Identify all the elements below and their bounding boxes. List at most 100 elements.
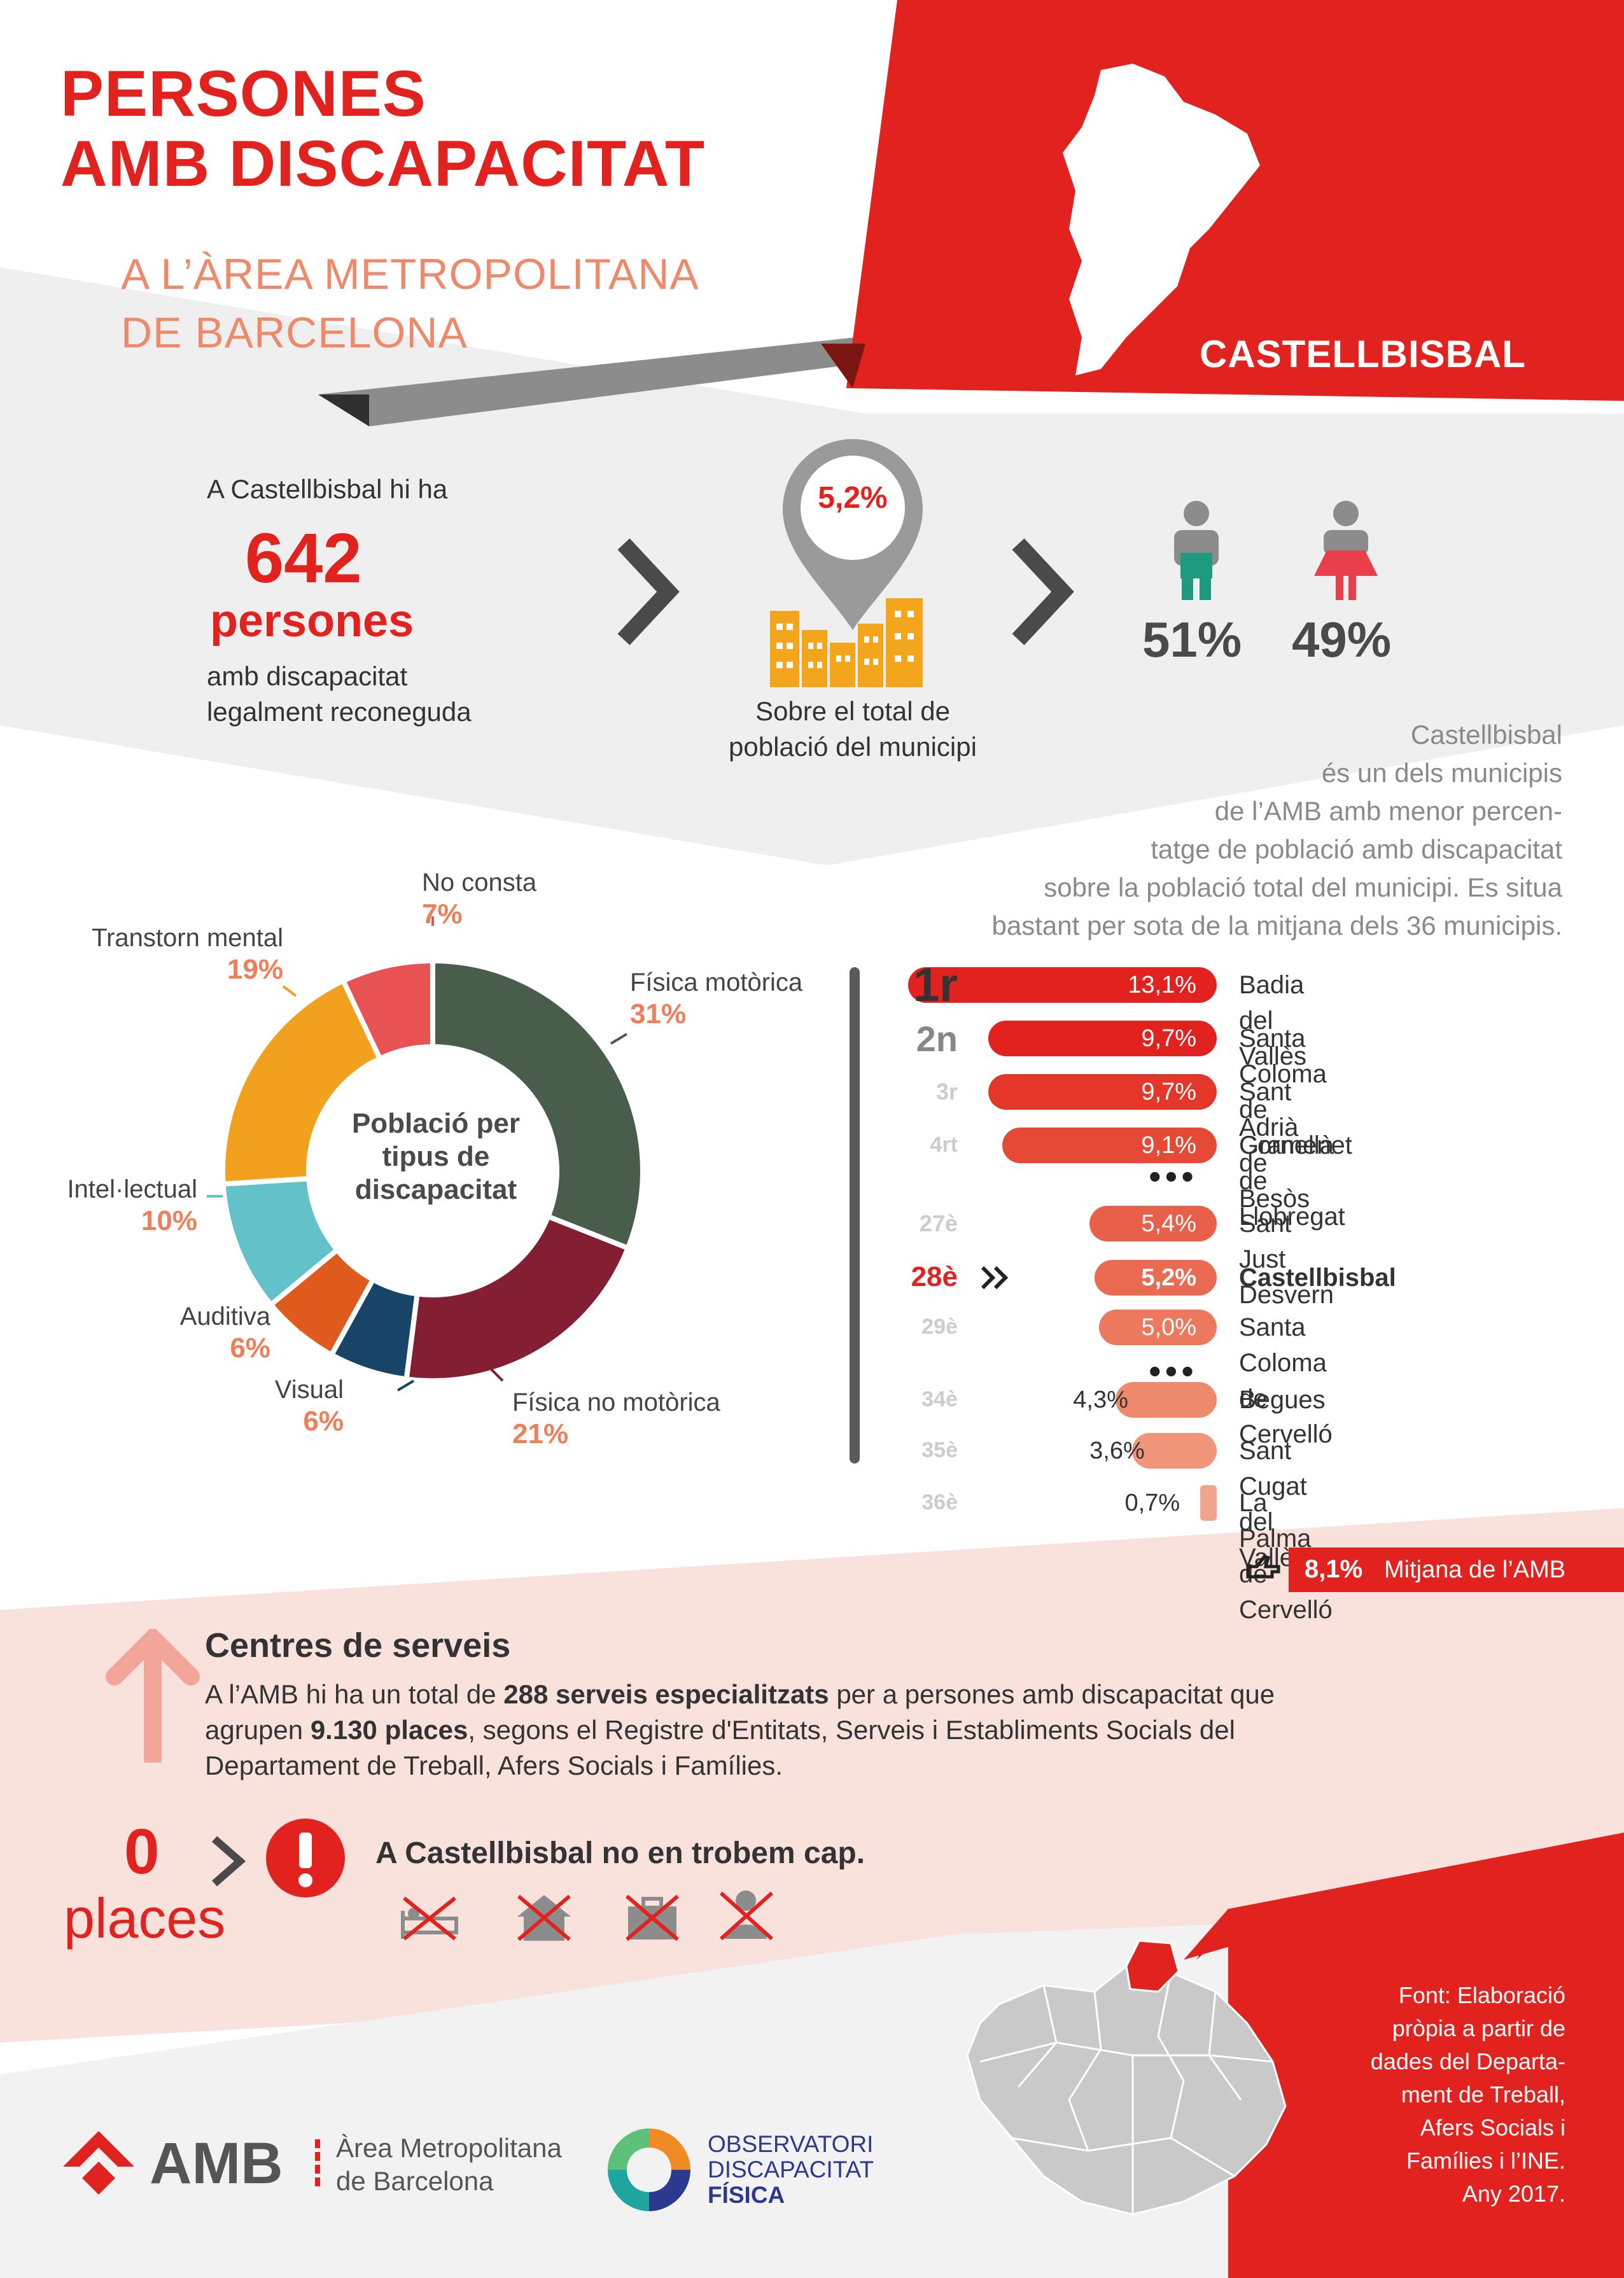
thumb-pointing-icon	[1246, 1555, 1280, 1579]
description: Castellbisbal és un dels municipis de l’…	[827, 716, 1563, 945]
municipality-name: CASTELLBISBAL	[1200, 333, 1526, 375]
ranking-bar	[1094, 1260, 1217, 1296]
subtitle: A L’ÀREA METROPOLITANA DE BARCELONA	[121, 245, 699, 362]
average-label: Mitjana de l’AMB	[1384, 1556, 1566, 1583]
donut-label-value: 7%	[422, 898, 463, 930]
ranking-position: 4rt	[930, 1133, 958, 1157]
observatori-line-1: OBSERVATORI	[708, 2131, 874, 2157]
places-label: places	[64, 1887, 226, 1950]
population-percent-desc: Sobre el total de població del municipi	[687, 694, 1018, 765]
subtitle-line-1: A L’ÀREA METROPOLITANA	[121, 250, 699, 298]
donut-label-fisica-motorica: Física motòrica 31%	[630, 967, 802, 1031]
donut-label-text: Intel·lectual	[67, 1175, 197, 1203]
ranking-bar	[1131, 1433, 1217, 1469]
stats-desc-line-2: legalment reconeguda	[207, 697, 472, 727]
services-text-3: , segons el Registre d'Entitats, Serveis…	[205, 1715, 1235, 1780]
ranking-municipality: La Palma de Cervelló	[1239, 1489, 1333, 1624]
donut-label-value: 31%	[630, 998, 687, 1030]
donut-slice-transtorn-mental	[220, 977, 384, 1187]
source-note: Font: Elaboració pròpia a partir de dade…	[1330, 1979, 1565, 2211]
stats-unit: persones	[210, 596, 414, 646]
average-box: 8,1% Mitjana de l’AMB	[1289, 1548, 1624, 1592]
source-line-1: Font: Elaboració	[1398, 1982, 1565, 2008]
donut-label-text: Física no motòrica	[512, 1388, 720, 1416]
ranking-bar	[1200, 1485, 1217, 1521]
stats-intro: A Castellbisbal hi ha	[207, 474, 448, 504]
source-line-4: ment de Treball,	[1401, 2081, 1565, 2107]
disability-type-donut-chart	[207, 916, 645, 1392]
services-places: 9.130 places	[310, 1715, 468, 1745]
ranking-value: 9,1%	[1141, 1132, 1196, 1159]
ranking-position: 27è	[919, 1210, 958, 1237]
services-count: 288 serveis especialitzats	[503, 1679, 829, 1709]
stats-count: 642	[245, 519, 362, 597]
source-line-7: Any 2017.	[1462, 2181, 1565, 2207]
ranking-bar	[1099, 1310, 1217, 1345]
main-title: PERSONES AMB DISCAPACITAT	[60, 59, 705, 199]
donut-label-text: Visual	[274, 1376, 344, 1404]
observatori-logo-text: OBSERVATORI DISCAPACITAT FÍSICA	[708, 2132, 874, 2208]
donut-label-value: 6%	[230, 1332, 270, 1364]
ranking-position: 35è	[921, 1438, 958, 1463]
services-heading: Centres de serveis	[205, 1626, 511, 1665]
donut-leader-line	[298, 1319, 319, 1331]
metropolitan-area-map	[966, 1939, 1287, 2216]
chevron-right-icon	[617, 538, 680, 645]
ranking-bar	[988, 1021, 1217, 1056]
observatori-logo-icon	[608, 2128, 690, 2211]
donut-leader-line	[396, 1380, 415, 1392]
city-buildings-icon	[770, 598, 923, 687]
description-line-4: tatge de població amb discapacitat	[1151, 834, 1562, 864]
title-line-2: AMB DISCAPACITAT	[60, 127, 706, 200]
no-services-text: A Castellbisbal no en trobem cap.	[375, 1836, 865, 1870]
source-line-6: Famílies i l’INE.	[1406, 2148, 1565, 2174]
observatori-line-2: DISCAPACITAT	[708, 2156, 874, 2183]
ranking-bar	[908, 967, 1217, 1003]
donut-slice-no-consta	[340, 958, 435, 1062]
stats-desc-line-1: amb discapacitat	[207, 661, 408, 691]
ranking-divider	[850, 967, 860, 1464]
services-text-1: A l’AMB hi ha un total de	[205, 1679, 504, 1709]
ranking-municipality: Santa Coloma de Gramenet	[1239, 1024, 1352, 1159]
amb-name: Àrea Metropolitana de Barcelona	[336, 2132, 562, 2198]
stats-desc: amb discapacitat legalment reconeguda	[207, 659, 472, 730]
warning-alert-icon	[266, 1819, 345, 1897]
ranking-value: 3,6%	[1089, 1437, 1145, 1464]
amb-logo-icon	[63, 2131, 134, 2195]
ranking-value: 5,2%	[1141, 1264, 1196, 1291]
ranking-position: 3r	[935, 1079, 958, 1105]
places-count: 0	[124, 1816, 160, 1887]
ranking-bar	[1002, 1128, 1217, 1163]
ranking-municipality: Sant Adrià de Besòs	[1239, 1078, 1310, 1213]
ranking-value: 4,3%	[1073, 1387, 1128, 1413]
donut-label-value: 19%	[227, 954, 283, 985]
donut-label-text: No consta	[422, 869, 537, 897]
description-line-2: és un dels municipis	[1321, 758, 1562, 788]
services-text-2: per a persones amb discapacitat que agru…	[205, 1679, 1275, 1745]
donut-label-auditiva: Auditiva 6%	[115, 1301, 270, 1365]
ranking-position: 28è	[911, 1261, 958, 1293]
source-line-3: dades del Departa-	[1370, 2048, 1565, 2074]
donut-label-value: 10%	[141, 1205, 197, 1236]
donut-label-intellectual: Intel·lectual 10%	[38, 1174, 197, 1238]
arrow-up-icon	[106, 1629, 200, 1763]
donut-center-title: Població per tipus de discapacitat	[351, 1108, 521, 1205]
ranking-bar	[988, 1074, 1217, 1110]
observatori-line-3: FÍSICA	[708, 2182, 785, 2208]
donut-label-text: Auditiva	[179, 1303, 270, 1331]
ranking-value: 9,7%	[1141, 1025, 1196, 1052]
population-percent: 5,2%	[818, 481, 888, 515]
description-line-3: de l’AMB amb menor percen-	[1214, 796, 1562, 826]
donut-leader-line	[489, 1367, 504, 1382]
ranking-value: 5,0%	[1141, 1314, 1196, 1341]
ranking-municipality: Begues	[1239, 1386, 1326, 1414]
amb-logo-divider	[315, 2139, 320, 2189]
female-percent: 49%	[1292, 611, 1392, 667]
donut-label-transtorn-mental: Transtorn mental 19%	[64, 923, 283, 986]
amb-logo-text: AMB	[150, 2131, 283, 2196]
ranking-position: 29è	[921, 1315, 958, 1339]
crossed-briefcase-icon	[626, 1894, 679, 1941]
average-value: 8,1%	[1305, 1555, 1363, 1583]
population-percent-desc-line-1: Sobre el total de	[755, 696, 950, 726]
